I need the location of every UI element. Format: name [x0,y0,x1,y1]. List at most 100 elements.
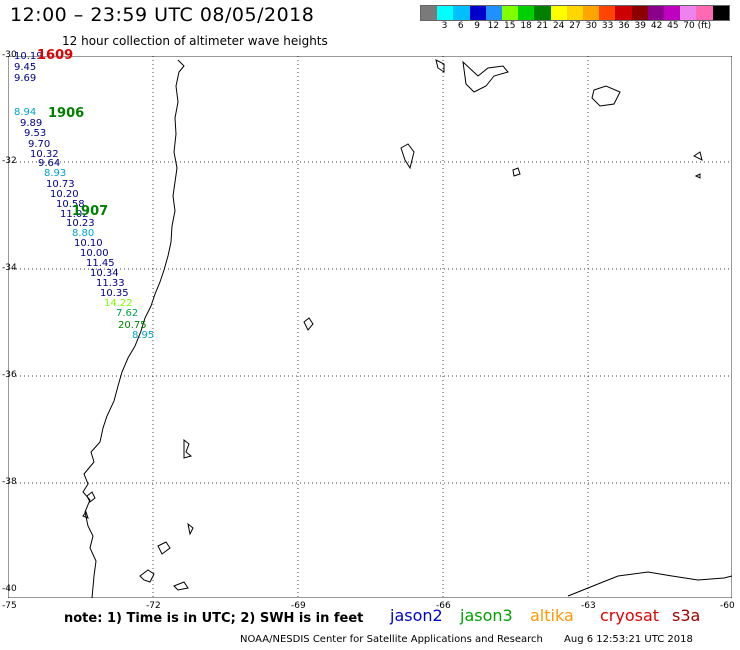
scale-swatch [583,6,600,20]
wave-height-observation: 10.00 [80,248,109,259]
legend-s3a: s3a [672,606,701,625]
wave-height-observation: 10.10 [74,238,103,249]
island-outline [591,85,621,107]
scale-swatch [680,6,697,20]
scale-tick-label: 21 [536,21,549,31]
latitude-label: -34 [2,263,17,273]
wave-height-color-scale: 3 6 9 12 15 18 21 24 27 30 33 36 39 42 45 70 (ft) [420,5,730,31]
island-outline [693,151,703,161]
scale-tick-label: 15 [504,21,516,31]
scale-swatch [518,6,535,20]
map-panel [8,56,732,598]
scale-swatch [453,6,470,20]
scale-tick-label: 33 [601,21,614,31]
scale-tick-label: 27 [569,21,581,31]
island-outline [173,581,189,591]
scale-swatch [615,6,632,20]
scale-swatch [566,6,584,20]
color-scale-labels: 3 6 9 12 15 18 21 24 27 30 33 36 39 42 45 70 (ft) [420,21,730,35]
scale-swatch [502,6,519,20]
wave-height-observation: 10.32 [30,149,59,160]
graticule [8,56,732,598]
scale-tick-label: 42 [650,21,663,31]
legend-jason2: jason2 [390,606,443,625]
wave-height-observation: 9.45 [14,62,37,73]
falkland-islands-outline [139,569,155,583]
color-scale-swatches [420,5,730,21]
longitude-label: -66 [436,601,451,611]
wave-height-observation: 9.70 [28,139,51,150]
satellite-pass-id: 1906 [48,106,85,121]
wave-height-observation: 9.53 [24,128,47,139]
wave-height-observation: 10.58 [56,199,85,210]
island-outline [567,571,732,597]
credit-text: NOAA/NESDIS Center for Satellite Applica… [240,634,543,645]
scale-swatch [647,6,665,20]
scale-tick-label: 12 [487,21,500,31]
wave-height-observation: 7.62 [116,308,139,319]
wave-height-observation: 10.35 [100,288,129,299]
latitude-label: -30 [2,50,17,60]
latitude-label: -38 [2,477,17,487]
wave-height-observation: 11.02 [60,209,89,220]
scale-swatch [664,6,681,20]
longitude-label: -63 [581,601,596,611]
island-outline [303,317,314,331]
wave-height-observation: 10.20 [50,189,79,200]
latitude-label: -36 [2,370,17,380]
wave-height-observation: 8.93 [44,168,67,179]
wave-height-observation: 9.64 [38,158,61,169]
island-outline [694,173,701,179]
scale-tick-label: 6 [457,21,464,31]
legend-jason3: jason3 [460,606,513,625]
satellite-pass-id: 1907 [72,204,109,219]
island-outline [400,143,415,170]
island-outline [462,60,509,93]
scale-swatch [485,6,503,20]
scale-swatch [550,6,567,20]
island-outline [187,522,194,536]
legend-cryosat: cryosat [600,606,660,625]
wave-height-observation: 10.23 [66,218,95,229]
scale-tick-label: 9 [474,21,480,31]
scale-swatch [696,6,713,20]
satellite-pass-id: 1609 [37,48,74,63]
longitude-label: -60 [720,601,735,611]
scale-swatch [469,6,486,20]
wave-height-observation: 11.45 [86,258,115,269]
latitude-label: -32 [2,156,17,166]
scale-tick-label: 70 (ft) [683,21,712,31]
scale-swatch [599,6,616,20]
scale-tick-label: 36 [618,21,630,31]
map-frame [8,56,732,598]
wave-height-observation: 11.33 [96,278,125,289]
scale-swatch [631,6,648,20]
longitude-label: -72 [146,601,161,611]
island-outline [435,59,445,73]
map-title: 12:00 – 23:59 UTC 08/05/2018 [10,4,315,26]
coast-island [86,491,96,503]
scale-tick-label: 18 [520,21,532,31]
latitude-label: -40 [2,584,17,594]
island-outline [157,541,171,555]
scale-tick-label: 3 [441,21,448,31]
scale-swatch [534,6,551,20]
island-outline [183,438,193,459]
longitude-label: -75 [2,601,17,611]
footer-note: note: 1) Time is in UTC; 2) SWH is in fe… [64,611,364,626]
scale-swatch [437,6,454,20]
legend-altika: altika [530,606,574,625]
scale-tick-label: 24 [552,21,565,31]
scale-tick-label: 45 [667,21,679,31]
map-subtitle: 12 hour collection of altimeter wave hei… [62,34,328,48]
wave-height-observation: 8.80 [72,228,95,239]
footer-credit: NOAA/NESDIS Center for Satellite Applica… [240,634,693,645]
longitude-label: -69 [291,601,306,611]
island-outline [512,167,521,177]
wave-height-observation: 9.89 [20,118,43,129]
scale-tick-label: 39 [634,21,646,31]
wave-height-observation: 10.34 [90,268,119,279]
wave-height-observation: 10.73 [46,179,75,190]
wave-height-observation: 8.94 [14,107,37,118]
chile-coastline [82,59,185,598]
